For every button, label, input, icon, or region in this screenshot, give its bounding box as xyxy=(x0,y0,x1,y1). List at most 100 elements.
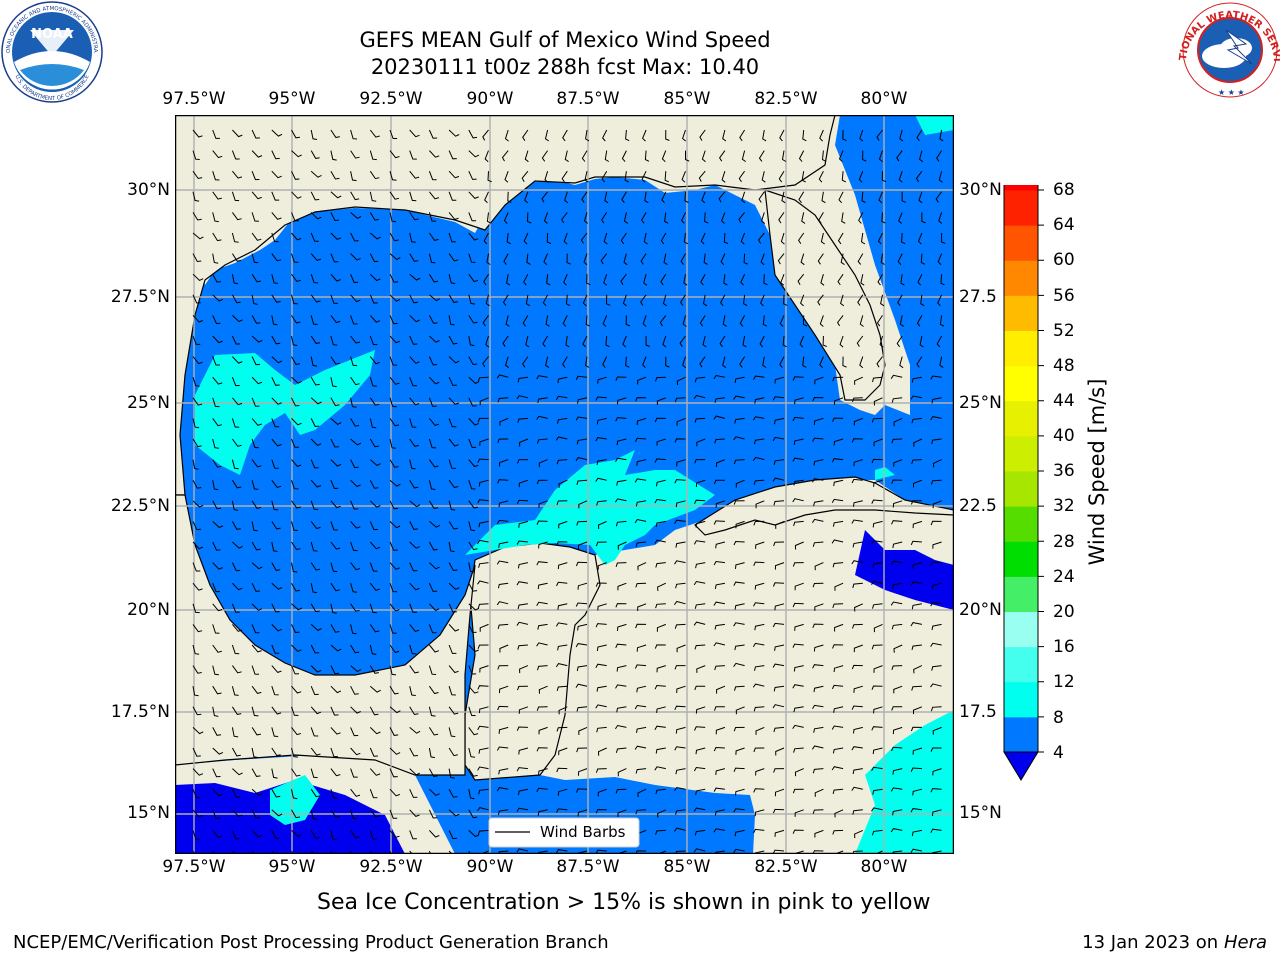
wind-barb xyxy=(674,519,686,524)
wind-barb xyxy=(814,788,824,797)
wind-barb xyxy=(794,397,804,405)
colorbar-segment xyxy=(1004,435,1038,472)
wind-barb xyxy=(595,623,607,628)
wind-barb xyxy=(753,602,765,607)
wind-barb xyxy=(753,561,765,566)
wind-barb xyxy=(655,520,666,527)
wind-barb xyxy=(538,726,548,735)
wind-barb xyxy=(212,438,219,449)
wind-barb xyxy=(637,603,647,611)
wind-barb xyxy=(916,129,923,142)
wind-barb xyxy=(621,191,627,204)
wind-barb xyxy=(330,212,339,222)
wind-barb xyxy=(503,253,509,265)
wind-barb xyxy=(873,623,883,633)
wind-barb xyxy=(659,315,667,327)
wind-barb xyxy=(877,232,883,245)
wind-barb xyxy=(617,582,627,591)
wind-barb xyxy=(536,642,548,647)
colorbar-segment xyxy=(1004,576,1038,612)
wind-barb xyxy=(637,376,647,385)
wind-barb xyxy=(477,685,489,690)
wind-barb xyxy=(675,500,686,508)
wind-barb xyxy=(676,685,686,694)
wind-barb xyxy=(409,294,418,304)
wind-barb xyxy=(682,356,687,369)
wind-barb xyxy=(291,500,301,509)
wind-barb xyxy=(781,191,786,204)
wind-barb xyxy=(622,335,627,348)
wind-barb xyxy=(369,170,380,180)
wind-barb xyxy=(330,191,342,199)
wind-barb xyxy=(330,129,340,139)
wind-barb xyxy=(595,541,607,547)
wind-barb xyxy=(891,520,903,525)
wind-barb xyxy=(741,191,746,204)
wind-barb xyxy=(310,603,320,613)
wind-barb xyxy=(615,457,627,462)
wind-barb xyxy=(872,603,883,609)
wind-barb xyxy=(881,212,886,224)
wind-barb xyxy=(428,480,436,490)
wind-barb xyxy=(231,274,239,285)
wind-barb xyxy=(862,150,867,162)
wind-barb xyxy=(719,294,726,307)
wind-barb xyxy=(575,643,588,648)
wind-barb xyxy=(921,212,926,224)
wind-barb xyxy=(251,727,262,736)
wind-barb xyxy=(912,747,923,755)
wind-barb xyxy=(752,683,765,688)
wind-barb xyxy=(685,150,690,162)
wind-barb xyxy=(900,232,906,245)
wind-barb xyxy=(596,417,607,425)
wind-barb xyxy=(758,150,765,162)
wind-barb xyxy=(212,480,219,491)
wind-barb xyxy=(557,376,568,384)
wind-barb xyxy=(231,706,242,715)
wind-barb xyxy=(642,129,647,142)
wind-barb xyxy=(832,603,844,609)
wind-barb xyxy=(428,438,437,449)
wind-barb xyxy=(485,294,490,307)
wind-barb xyxy=(291,789,298,800)
wind-barb xyxy=(448,686,456,696)
lon-tick: 90°W xyxy=(466,89,514,109)
wind-barb xyxy=(271,397,282,405)
wind-barb xyxy=(502,294,509,306)
wind-barb xyxy=(634,478,647,483)
wind-barb xyxy=(812,704,824,710)
wind-barb xyxy=(859,129,864,142)
wind-barb xyxy=(772,663,785,668)
wind-barb xyxy=(499,685,509,694)
wind-barb xyxy=(596,459,607,466)
wind-barb xyxy=(851,519,863,524)
wind-barb xyxy=(504,356,510,369)
wind-barb xyxy=(192,212,202,221)
wind-barb xyxy=(715,768,726,775)
wind-barb xyxy=(251,438,259,449)
wind-barb xyxy=(760,253,765,266)
wind-barb xyxy=(773,541,785,547)
wind-barb xyxy=(389,232,399,242)
wind-barb xyxy=(350,727,359,737)
wind-barb xyxy=(821,191,826,204)
wind-barb xyxy=(781,150,787,162)
wind-barb xyxy=(703,253,708,265)
wind-barb xyxy=(448,438,459,447)
wind-barb xyxy=(735,788,745,796)
wind-barb xyxy=(851,560,863,565)
wind-barb xyxy=(536,787,548,793)
wind-barb xyxy=(271,294,281,303)
colorbar-segment xyxy=(1004,400,1038,437)
wind-barb xyxy=(558,706,568,715)
wind-barb xyxy=(389,562,400,570)
wind-barb xyxy=(516,807,528,812)
wind-barb xyxy=(537,850,548,854)
wind-barb xyxy=(310,397,322,405)
wind-barb xyxy=(713,787,725,792)
wind-barb xyxy=(722,129,727,142)
wind-barb xyxy=(694,644,706,650)
colorbar-segment xyxy=(1004,471,1038,507)
wind-barb xyxy=(562,315,568,327)
wind-barb xyxy=(813,685,824,693)
